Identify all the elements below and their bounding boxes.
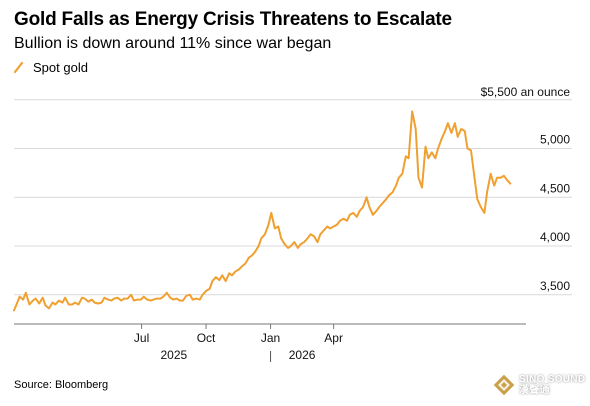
- series-line-spot-gold: [13, 110, 512, 312]
- x-tick-label-jan: Jan: [261, 331, 280, 345]
- watermark-text-line1: SINO SOUND: [519, 374, 586, 385]
- y-tick-label-3500: 3,500: [540, 279, 570, 293]
- legend-label-spot-gold: Spot gold: [33, 59, 88, 75]
- x-tick-label-jul: Jul: [134, 331, 149, 345]
- y-tick-label-4000: 4,000: [540, 230, 570, 244]
- chart-subtitle: Bullion is down around 11% since war beg…: [14, 35, 332, 52]
- legend: Spot gold: [14, 59, 88, 75]
- x-tick-label-oct: Oct: [197, 331, 216, 345]
- source-note: Source: Bloomberg: [14, 379, 109, 391]
- y-tick-label-5500: $5,500 an ounce: [481, 85, 571, 99]
- y-tick-label-5000: 5,000: [540, 133, 570, 147]
- chart-title: Gold Falls as Energy Crisis Threatens to…: [14, 9, 452, 30]
- legend-swatch-spot-gold: [14, 60, 24, 74]
- year-label-2026: 2026: [289, 348, 316, 362]
- y-tick-label-4500: 4,500: [540, 181, 570, 195]
- sino-sound-watermark: SINO SOUND 漢聲通: [492, 368, 586, 402]
- sino-sound-logo-icon: [492, 373, 516, 397]
- year-label-2025: 2025: [160, 348, 187, 362]
- x-tick-label-apr: Apr: [324, 331, 343, 345]
- watermark-text-line2: 漢聲通: [519, 385, 550, 396]
